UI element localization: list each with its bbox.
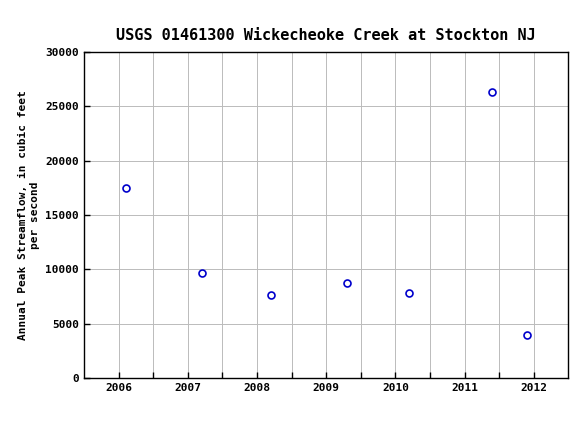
Y-axis label: Annual Peak Streamflow, in cubic feet
per second: Annual Peak Streamflow, in cubic feet pe… [19,90,40,340]
Text: USGS: USGS [41,10,96,28]
Title: USGS 01461300 Wickecheoke Creek at Stockton NJ: USGS 01461300 Wickecheoke Creek at Stock… [117,28,536,43]
Text: ≡: ≡ [12,9,30,29]
